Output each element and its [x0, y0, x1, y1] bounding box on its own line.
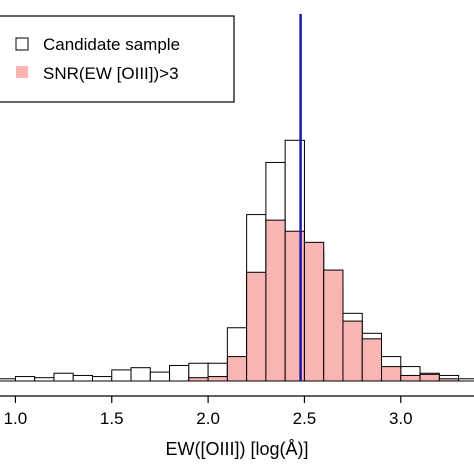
snr-bar	[246, 271, 267, 382]
legend-swatch-snr	[16, 66, 28, 78]
legend-box	[0, 15, 235, 103]
x-tick-label: 2.5	[293, 409, 317, 428]
legend-label-snr: SNR(EW [OIII])>3	[43, 64, 179, 83]
snr-bar	[323, 269, 344, 382]
legend: Candidate sample SNR(EW [OIII])>3	[0, 15, 235, 103]
candidate-bar	[130, 367, 151, 382]
snr-bar	[303, 241, 325, 382]
snr-bar	[361, 338, 383, 382]
x-axis-ticks: 1.0 1.5 2.0 2.5 3.0	[4, 396, 413, 428]
x-tick-label: 1.0	[4, 409, 28, 428]
snr-bar	[400, 374, 421, 382]
candidate-bar	[14, 376, 36, 382]
snr-bar	[419, 373, 440, 382]
candidate-bar	[169, 364, 190, 382]
candidate-bar	[91, 376, 113, 382]
x-tick-label: 2.0	[196, 409, 220, 428]
candidate-sample-bars	[0, 139, 474, 382]
snr-bar	[265, 219, 286, 382]
snr-bars	[188, 219, 460, 382]
x-axis-title: EW([OIII]) [log(Å)]	[165, 439, 308, 459]
snr-bar	[207, 376, 228, 382]
candidate-bar	[72, 374, 93, 382]
x-tick-label: 3.0	[389, 409, 413, 428]
legend-swatch-candidate	[15, 37, 29, 51]
candidate-bar	[149, 371, 171, 382]
snr-bar	[226, 356, 248, 382]
candidate-bar	[111, 369, 132, 382]
snr-bar	[381, 366, 402, 382]
legend-label-candidate: Candidate sample	[43, 35, 180, 54]
x-tick-label: 1.5	[100, 409, 124, 428]
snr-bar	[342, 320, 363, 382]
candidate-bar	[53, 372, 74, 382]
